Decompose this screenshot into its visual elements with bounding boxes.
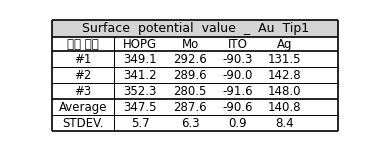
Text: -90.6: -90.6 bbox=[222, 101, 253, 114]
Text: -91.6: -91.6 bbox=[222, 85, 253, 98]
Bar bbox=[52, 51, 114, 67]
Text: 측정 위치: 측정 위치 bbox=[67, 38, 99, 51]
Text: HOPG: HOPG bbox=[123, 38, 157, 51]
Text: ITO: ITO bbox=[227, 38, 247, 51]
Bar bbox=[52, 83, 114, 99]
Text: Mo: Mo bbox=[182, 38, 199, 51]
Text: 349.1: 349.1 bbox=[123, 53, 157, 66]
Text: #1: #1 bbox=[74, 53, 91, 66]
Text: -90.3: -90.3 bbox=[223, 53, 253, 66]
Text: Average: Average bbox=[59, 101, 107, 114]
Text: 292.6: 292.6 bbox=[173, 53, 207, 66]
Text: 280.5: 280.5 bbox=[174, 85, 207, 98]
Bar bbox=[52, 99, 114, 115]
Bar bbox=[214, 51, 261, 67]
Bar bbox=[261, 83, 308, 99]
Bar bbox=[214, 38, 261, 51]
Bar bbox=[166, 38, 214, 51]
Text: 142.8: 142.8 bbox=[268, 69, 302, 82]
Bar bbox=[114, 115, 166, 131]
Text: #3: #3 bbox=[74, 85, 91, 98]
Bar bbox=[114, 51, 166, 67]
Bar bbox=[214, 115, 261, 131]
Bar bbox=[52, 20, 338, 38]
Bar bbox=[52, 38, 114, 51]
Text: 148.0: 148.0 bbox=[268, 85, 301, 98]
Text: 140.8: 140.8 bbox=[268, 101, 301, 114]
Bar bbox=[214, 83, 261, 99]
Text: Ag: Ag bbox=[277, 38, 293, 51]
Bar bbox=[114, 38, 166, 51]
Text: #2: #2 bbox=[74, 69, 91, 82]
Text: 347.5: 347.5 bbox=[123, 101, 157, 114]
Bar bbox=[166, 83, 214, 99]
Bar bbox=[114, 83, 166, 99]
Bar bbox=[261, 38, 308, 51]
Bar bbox=[52, 67, 114, 83]
Bar bbox=[166, 51, 214, 67]
Text: 287.6: 287.6 bbox=[173, 101, 207, 114]
Text: 8.4: 8.4 bbox=[275, 117, 294, 130]
Text: STDEV.: STDEV. bbox=[62, 117, 104, 130]
Text: 131.5: 131.5 bbox=[268, 53, 301, 66]
Text: 341.2: 341.2 bbox=[123, 69, 157, 82]
Bar bbox=[114, 99, 166, 115]
Text: 289.6: 289.6 bbox=[173, 69, 207, 82]
Bar bbox=[166, 115, 214, 131]
Bar bbox=[261, 115, 308, 131]
Bar bbox=[214, 99, 261, 115]
Text: 352.3: 352.3 bbox=[123, 85, 157, 98]
Text: -90.0: -90.0 bbox=[223, 69, 253, 82]
Bar bbox=[166, 99, 214, 115]
Text: 0.9: 0.9 bbox=[228, 117, 247, 130]
Text: 6.3: 6.3 bbox=[181, 117, 200, 130]
Bar bbox=[261, 51, 308, 67]
Bar bbox=[114, 67, 166, 83]
Text: 5.7: 5.7 bbox=[131, 117, 149, 130]
Bar bbox=[214, 67, 261, 83]
Bar bbox=[261, 99, 308, 115]
Bar bbox=[261, 67, 308, 83]
Bar bbox=[52, 115, 114, 131]
Bar bbox=[166, 67, 214, 83]
Text: Surface  potential  value  _  Au  Tip1: Surface potential value _ Au Tip1 bbox=[82, 22, 309, 35]
